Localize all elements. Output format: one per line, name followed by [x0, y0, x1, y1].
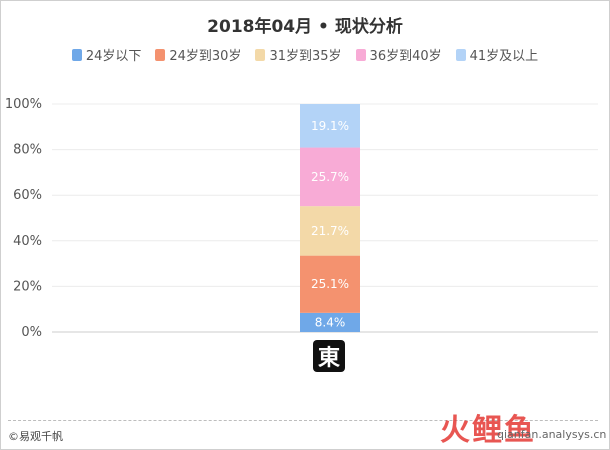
- data-label: 25.1%: [311, 277, 349, 291]
- footer-divider: [8, 420, 598, 421]
- legend-label: 24岁到30岁: [169, 49, 242, 64]
- bar-segment: [300, 147, 360, 207]
- data-label: 19.1%: [311, 119, 349, 133]
- bar-segment: [300, 104, 360, 148]
- watermark-url: qianfan.analysys.cn: [497, 428, 607, 441]
- bar-segment: [300, 312, 360, 332]
- legend-swatch: [71, 48, 82, 61]
- legend-item[interactable]: 31岁到35岁: [255, 45, 342, 64]
- legend-label: 41岁及以上: [469, 49, 539, 64]
- legend-label: 31岁到35岁: [269, 49, 342, 64]
- data-label: 25.7%: [311, 170, 349, 184]
- watermark-logo: 火鲤鱼: [440, 413, 536, 448]
- y-tick-label: 60%: [13, 188, 42, 203]
- y-tick-label: 20%: [13, 279, 42, 294]
- bar-segment: [300, 255, 360, 313]
- legend-item[interactable]: 24岁以下: [71, 45, 142, 64]
- data-label: 8.4%: [315, 315, 346, 329]
- legend-item[interactable]: 24岁到30岁: [155, 45, 241, 64]
- bar-segment: [300, 206, 360, 256]
- legend-item[interactable]: 41岁及以上: [455, 45, 539, 64]
- legend-swatch: [255, 48, 266, 61]
- category-app-icon: 東: [313, 340, 345, 372]
- chart-title: 2018年04月 • 现状分析: [207, 17, 403, 37]
- stacked-bar-chart: 0% 20% 40% 60% 80% 100% 8.4% 25.1% 21.7% 25.7% 19.…: [5, 97, 598, 340]
- copyright-text: ©易观千帆: [8, 430, 63, 443]
- y-tick-label: 80%: [13, 143, 42, 158]
- legend-item[interactable]: 36岁到40岁: [355, 45, 442, 64]
- chart-legend: 24岁以下 24岁到30岁 31岁到35岁 36岁到40岁 41岁及以上: [0, 45, 610, 64]
- legend-swatch: [355, 48, 366, 61]
- y-tick-label: 0%: [21, 325, 42, 340]
- y-tick-label: 40%: [13, 234, 42, 249]
- data-label: 21.7%: [311, 224, 349, 238]
- legend-label: 36岁到40岁: [369, 49, 442, 64]
- legend-swatch: [455, 48, 466, 61]
- legend-label: 24岁以下: [85, 49, 142, 64]
- y-tick-label: 100%: [5, 97, 42, 112]
- legend-swatch: [155, 48, 166, 61]
